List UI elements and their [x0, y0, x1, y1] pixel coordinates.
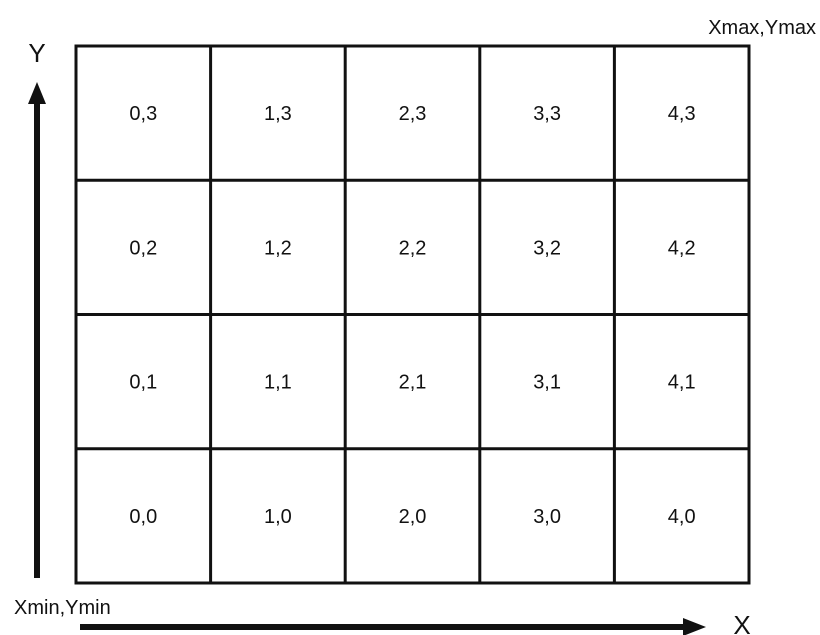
grid-cell-label: 4,3 — [668, 103, 696, 125]
grid-cell-label: 0,1 — [129, 372, 157, 394]
grid-cell-label: 1,2 — [264, 237, 292, 259]
grid-cell-label: 4,2 — [668, 237, 696, 259]
y-axis-arrowhead — [28, 82, 46, 104]
grid-cell-label: 4,0 — [668, 506, 696, 528]
grid-cell-label: 1,1 — [264, 372, 292, 394]
min-corner-label: Xmin,Ymin — [14, 597, 111, 619]
grid-cell-label: 1,0 — [264, 506, 292, 528]
grid-cell-label: 2,2 — [399, 237, 427, 259]
grid-cell-label: 3,2 — [533, 237, 561, 259]
grid-cell-label: 1,3 — [264, 103, 292, 125]
grid-cell-label: 3,0 — [533, 506, 561, 528]
grid-cell-label: 3,1 — [533, 372, 561, 394]
grid-cell-label: 2,3 — [399, 103, 427, 125]
grid-lines — [74, 44, 751, 585]
x-axis-arrowhead — [683, 618, 706, 635]
max-corner-label: Xmax,Ymax — [708, 17, 816, 39]
y-axis-label: Y — [28, 38, 45, 68]
grid-cells: 0,3 1,3 2,3 3,3 4,3 0,2 1,2 2,2 3,2 4,2 0,1 1,1 2,1 3… — [129, 103, 695, 528]
grid-cell-label: 0,2 — [129, 237, 157, 259]
grid-cell-label: 0,0 — [129, 506, 157, 528]
grid-cell-label: 2,0 — [399, 506, 427, 528]
x-axis-label: X — [733, 610, 750, 635]
grid-cell-label: 4,1 — [668, 372, 696, 394]
grid-cell-label: 0,3 — [129, 103, 157, 125]
grid-cell-label: 3,3 — [533, 103, 561, 125]
grid-cell-label: 2,1 — [399, 372, 427, 394]
